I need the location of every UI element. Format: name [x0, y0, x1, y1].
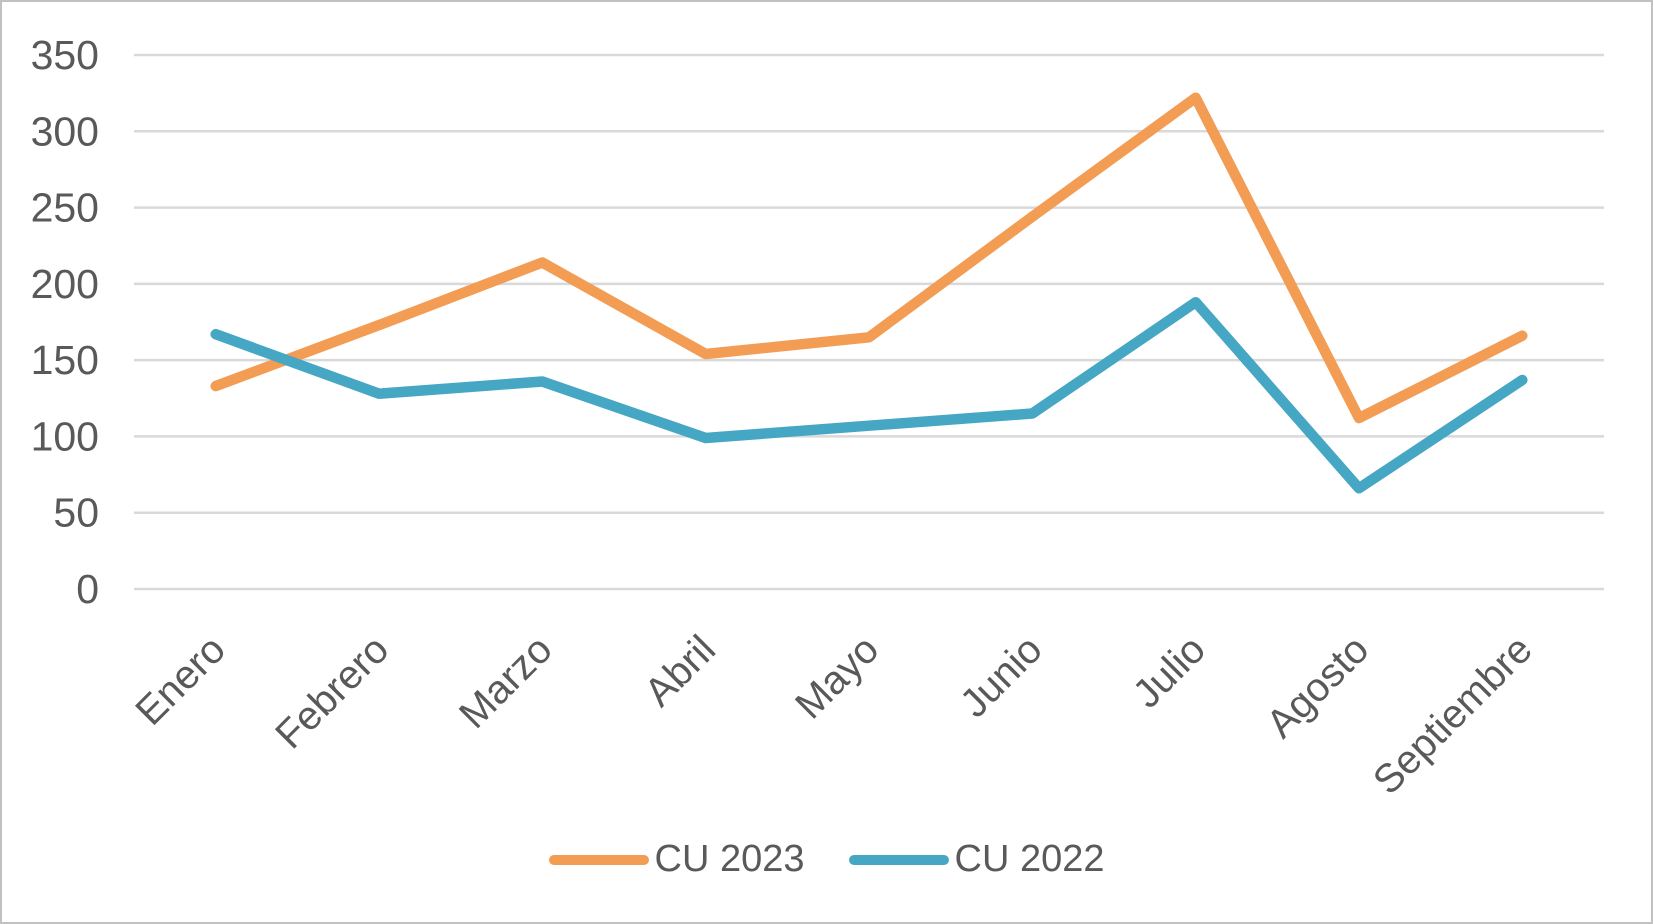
series-line-cu-2022 [210, 296, 1528, 494]
y-tick-label: 250 [31, 185, 99, 231]
x-axis-label: Junio [952, 627, 1051, 726]
x-axis-label: Marzo [451, 627, 561, 737]
legend-item-cu-2022: CU 2022 [848, 838, 1105, 881]
x-axis-label: Julio [1125, 627, 1214, 716]
y-tick-label: 100 [31, 413, 99, 459]
y-tick-label: 200 [31, 261, 99, 307]
x-axis-label: Enero [127, 627, 234, 734]
legend-swatch-cu-2022 [848, 854, 949, 865]
x-axis-label: Mayo [787, 627, 887, 727]
y-tick-label: 150 [31, 337, 99, 383]
y-tick-label: 300 [31, 108, 99, 154]
y-tick-label: 350 [31, 32, 99, 78]
legend-swatch-cu-2023 [548, 854, 649, 865]
x-axis-label: Febrero [267, 627, 397, 757]
x-axis-label: Abril [636, 627, 724, 715]
legend-label-cu-2023: CU 2023 [654, 838, 805, 880]
legend: CU 2023 CU 2022 [2, 838, 1651, 881]
y-tick-label: 50 [53, 490, 99, 536]
series-line-cu-2023 [210, 92, 1528, 424]
y-tick-label: 0 [76, 566, 99, 612]
legend-item-cu-2023: CU 2023 [548, 838, 805, 881]
legend-label-cu-2022: CU 2022 [954, 838, 1105, 880]
x-axis-label: Agosto [1258, 627, 1377, 746]
x-axis-label: Septiembre [1365, 627, 1541, 803]
